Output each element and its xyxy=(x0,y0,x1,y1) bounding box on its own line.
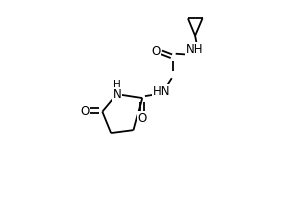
Text: O: O xyxy=(138,112,147,125)
Text: O: O xyxy=(151,45,160,58)
Text: H: H xyxy=(113,80,121,90)
Text: HN: HN xyxy=(153,85,170,98)
Text: O: O xyxy=(80,105,89,118)
Text: NH: NH xyxy=(186,43,203,56)
Text: N: N xyxy=(112,88,121,101)
